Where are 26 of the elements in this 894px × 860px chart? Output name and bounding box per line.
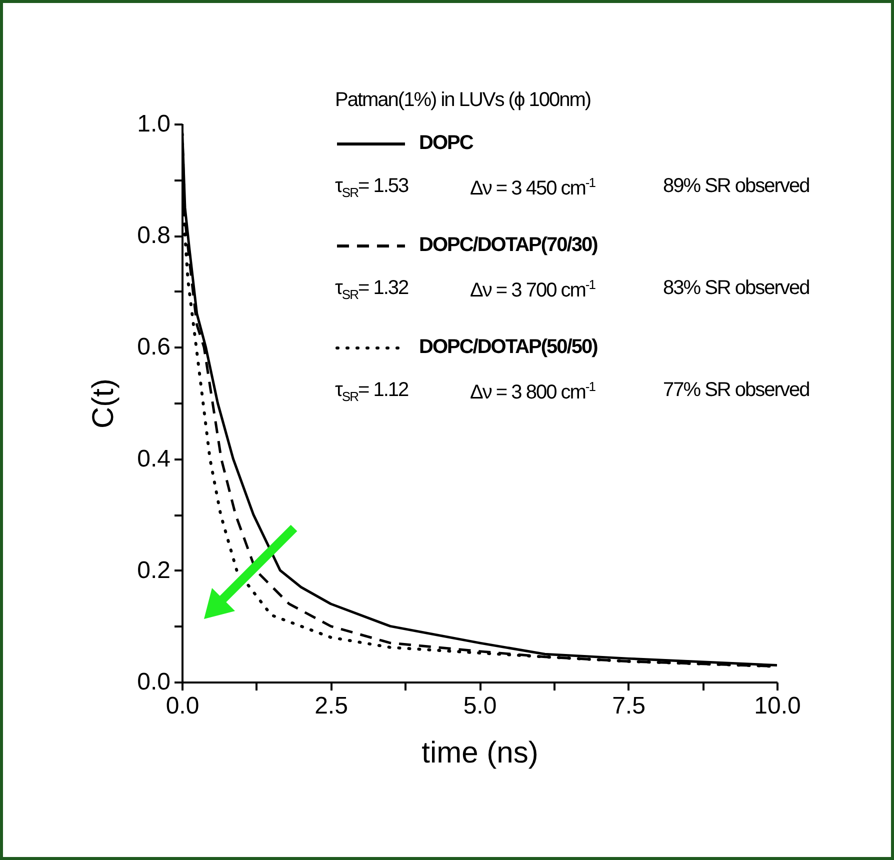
annotation: τ$_{SR}$= 1.53 <box>335 175 408 200</box>
annotation: τ$_{SR}$= 1.12 <box>335 379 408 404</box>
x-tick-label: 5.0 <box>463 692 497 720</box>
y-tick-label: 0.6 <box>137 334 170 361</box>
legend-label: DOPC/DOTAP(70/30) <box>419 234 598 257</box>
y-tick-label: 0.2 <box>137 556 170 584</box>
x-tick-label: 0.0 <box>166 692 200 720</box>
x-tick-label: 2.5 <box>314 692 348 720</box>
text: Patman(1%) in LUVs (ϕ 100nm) <box>335 89 591 111</box>
y-tick-label: 0.0 <box>137 668 170 696</box>
x-tick-label: 7.5 <box>612 692 646 720</box>
y-tick-label: 0.4 <box>137 445 170 472</box>
annotation: Δν = 3 450 cm$^{-1}$ <box>470 175 595 200</box>
legend-label: DOPC <box>419 132 473 155</box>
y-tick-label: 0.8 <box>137 222 170 250</box>
annotation: 77% SR observed <box>663 379 810 401</box>
annotation: Δν = 3 700 cm$^{-1}$ <box>470 277 595 302</box>
x-tick-label: 10.0 <box>754 692 801 720</box>
annotation: τ$_{SR}$= 1.32 <box>335 277 408 302</box>
annotation: 89% SR observed <box>663 175 810 197</box>
legend-label: DOPC/DOTAP(50/50) <box>419 336 598 359</box>
annotation: 83% SR observed <box>663 277 810 299</box>
annotation: Δν = 3 800 cm$^{-1}$ <box>470 379 595 404</box>
y-tick-label: 1.0 <box>137 110 170 138</box>
x-axis-title: time (ns) <box>422 736 538 770</box>
y-axis-title: C(t) <box>87 378 120 428</box>
